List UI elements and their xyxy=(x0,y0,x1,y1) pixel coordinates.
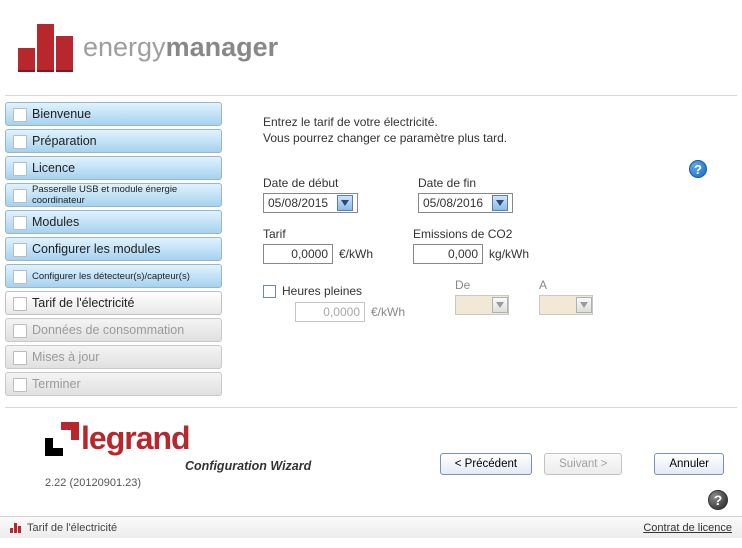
next-button: Suivant > xyxy=(544,453,622,475)
sidebar-item-configurer-modules[interactable]: Configurer les modules xyxy=(5,237,222,261)
field-co2: Emissions de CO2 0,000 kg/kWh xyxy=(413,227,529,264)
cancel-button-label: Annuler xyxy=(669,458,709,470)
legrand-logo: legrand xyxy=(45,420,724,457)
field-start-date: Date de début 05/08/2015 xyxy=(263,176,358,213)
sidebar-item-label: Terminer xyxy=(32,377,81,391)
footer: legrand Configuration Wizard 2.22 (20120… xyxy=(0,408,742,516)
tariff-unit: €/kWh xyxy=(339,247,373,261)
cancel-button[interactable]: Annuler xyxy=(654,453,724,475)
sidebar-item-label: Mises à jour xyxy=(32,350,99,364)
app-title-bold: manager xyxy=(166,32,279,62)
from-select xyxy=(455,295,509,315)
app-title-thin: energy xyxy=(83,32,166,62)
sidebar-item-label: Configurer les modules xyxy=(32,242,161,256)
tariff-input[interactable]: 0,0000 xyxy=(263,244,333,264)
from-label: De xyxy=(455,278,509,292)
peak-block: Heures pleines 0,0000 €/kWh xyxy=(263,278,405,322)
start-date-input[interactable]: 05/08/2015 xyxy=(263,193,358,213)
previous-button-label: < Précédent xyxy=(455,458,517,470)
app-header: energymanager xyxy=(0,0,742,95)
row-tariff-co2: Tarif 0,0000 €/kWh Emissions de CO2 0,00… xyxy=(263,227,717,264)
sidebar-item-configurer-detecteurs[interactable]: Configurer les détecteur(s)/capteur(s) xyxy=(5,264,222,288)
wizard-sidebar: Bienvenue Préparation Licence Passerelle… xyxy=(5,102,228,407)
tariff-label: Tarif xyxy=(263,227,373,241)
header-divider xyxy=(5,95,737,96)
peak-label: Heures pleines xyxy=(282,284,362,298)
sidebar-item-mises-a-jour: Mises à jour xyxy=(5,345,222,369)
sidebar-item-label: Passerelle USB et module énergie coordin… xyxy=(32,184,221,206)
field-end-date: Date de fin 05/08/2016 xyxy=(418,176,513,213)
peak-unit: €/kWh xyxy=(371,305,405,319)
tariff-value: 0,0000 xyxy=(291,247,328,261)
co2-value: 0,000 xyxy=(448,247,478,261)
sidebar-item-donnees: Données de consommation xyxy=(5,318,222,342)
sidebar-item-terminer: Terminer xyxy=(5,372,222,396)
co2-unit: kg/kWh xyxy=(489,247,529,261)
help-icon[interactable]: ? xyxy=(689,160,707,178)
sidebar-item-label: Licence xyxy=(32,161,75,175)
sidebar-item-label: Modules xyxy=(32,215,79,229)
sidebar-item-label: Tarif de l'électricité xyxy=(32,296,134,310)
licence-link[interactable]: Contrat de licence xyxy=(643,522,732,534)
start-date-label: Date de début xyxy=(263,176,358,190)
peak-value-row: 0,0000 €/kWh xyxy=(295,302,405,322)
peak-value: 0,0000 xyxy=(323,305,360,319)
co2-label: Emissions de CO2 xyxy=(413,227,529,241)
status-bars-icon xyxy=(10,523,21,533)
sidebar-item-label: Bienvenue xyxy=(32,107,91,121)
start-date-value: 05/08/2015 xyxy=(268,196,328,210)
wizard-buttons: < Précédent Suivant > Annuler xyxy=(440,453,724,475)
licence-link-label: Contrat de licence xyxy=(643,522,732,534)
row-peak: Heures pleines 0,0000 €/kWh De A xyxy=(263,278,717,322)
sidebar-item-licence[interactable]: Licence xyxy=(5,156,222,180)
field-tariff: Tarif 0,0000 €/kWh xyxy=(263,227,373,264)
end-date-input[interactable]: 05/08/2016 xyxy=(418,193,513,213)
wizard-content: Entrez le tarif de votre électricité. Vo… xyxy=(228,102,737,407)
end-date-value: 05/08/2016 xyxy=(423,196,483,210)
main-area: Bienvenue Préparation Licence Passerelle… xyxy=(0,102,742,407)
status-bar: Tarif de l'électricité Contrat de licenc… xyxy=(0,516,742,538)
intro-line-1: Entrez le tarif de votre électricité. xyxy=(263,114,717,130)
field-from: De xyxy=(455,278,509,315)
sidebar-item-modules[interactable]: Modules xyxy=(5,210,222,234)
row-dates: Date de début 05/08/2015 Date de fin 05/… xyxy=(263,176,717,213)
end-date-label: Date de fin xyxy=(418,176,513,190)
status-left: Tarif de l'électricité xyxy=(10,522,117,534)
peak-checkbox[interactable] xyxy=(263,285,276,298)
sidebar-item-label: Préparation xyxy=(32,134,97,148)
intro-text: Entrez le tarif de votre électricité. Vo… xyxy=(263,114,717,146)
sidebar-item-label: Configurer les détecteur(s)/capteur(s) xyxy=(32,271,221,282)
legrand-text: legrand xyxy=(81,420,190,457)
peak-checkbox-row: Heures pleines xyxy=(263,284,405,298)
app-title: energymanager xyxy=(83,34,278,61)
about-help-icon[interactable]: ? xyxy=(708,490,728,510)
intro-line-2: Vous pourrez changer ce paramètre plus t… xyxy=(263,130,717,146)
chevron-down-icon xyxy=(576,297,592,313)
to-label: A xyxy=(539,278,593,292)
sidebar-item-preparation[interactable]: Préparation xyxy=(5,129,222,153)
to-select xyxy=(539,295,593,315)
chevron-down-icon xyxy=(492,297,508,313)
sidebar-item-bienvenue[interactable]: Bienvenue xyxy=(5,102,222,126)
status-text: Tarif de l'électricité xyxy=(27,522,117,534)
sidebar-item-tarif[interactable]: Tarif de l'électricité xyxy=(5,291,222,315)
sidebar-item-passerelle[interactable]: Passerelle USB et module énergie coordin… xyxy=(5,183,222,207)
peak-input: 0,0000 xyxy=(295,302,365,322)
chevron-down-icon[interactable] xyxy=(492,195,508,211)
sidebar-item-label: Données de consommation xyxy=(32,323,184,337)
chevron-down-icon[interactable] xyxy=(337,195,353,211)
field-to: A xyxy=(539,278,593,315)
version-label: 2.22 (20120901.23) xyxy=(45,477,724,489)
next-button-label: Suivant > xyxy=(559,458,607,470)
logo-icon xyxy=(18,24,73,72)
co2-input[interactable]: 0,000 xyxy=(413,244,483,264)
legrand-icon xyxy=(45,422,79,456)
previous-button[interactable]: < Précédent xyxy=(440,453,532,475)
